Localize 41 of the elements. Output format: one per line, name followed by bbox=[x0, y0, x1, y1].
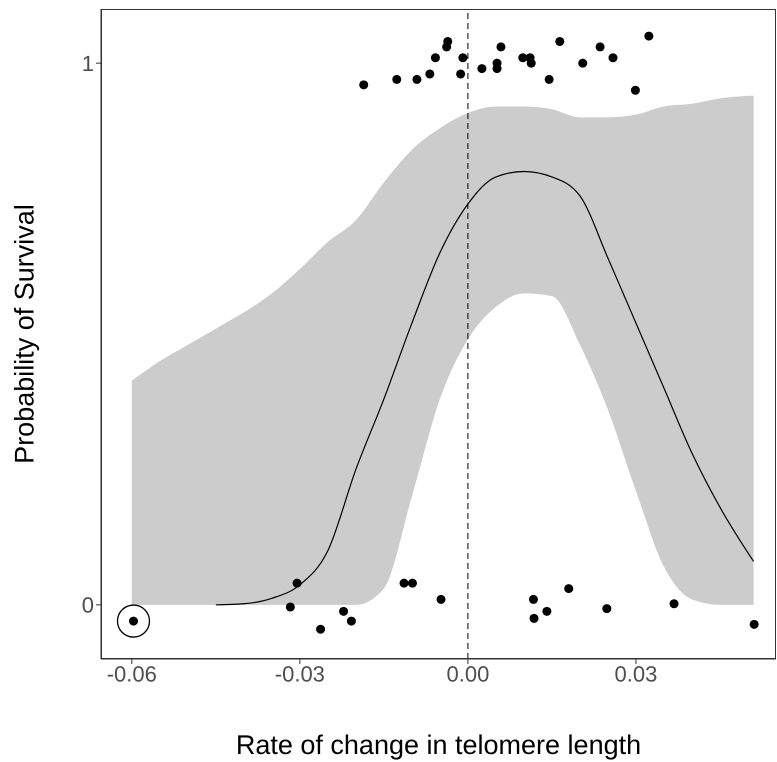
point bbox=[359, 80, 368, 90]
point bbox=[528, 594, 538, 604]
y-axis-title: Probability of Survival bbox=[10, 204, 40, 464]
point bbox=[555, 36, 564, 46]
point bbox=[408, 578, 417, 588]
x-tick-label: 0.03 bbox=[614, 662, 658, 687]
y-tick-label: 0 bbox=[82, 592, 94, 618]
point bbox=[400, 578, 409, 588]
x-axis-title: Rate of change in telomere length bbox=[236, 730, 642, 760]
point bbox=[456, 69, 466, 79]
x-tick-label: -0.03 bbox=[274, 662, 325, 687]
point bbox=[339, 606, 348, 616]
point bbox=[346, 616, 356, 626]
point bbox=[564, 584, 574, 594]
point bbox=[526, 58, 536, 68]
point bbox=[644, 32, 654, 41]
point bbox=[316, 624, 326, 634]
point bbox=[292, 578, 302, 588]
point bbox=[544, 74, 554, 84]
point bbox=[477, 64, 486, 74]
point bbox=[458, 53, 468, 62]
point bbox=[608, 53, 618, 62]
x-tick-label: -0.06 bbox=[106, 662, 157, 687]
point bbox=[670, 599, 679, 608]
point bbox=[630, 86, 640, 95]
point bbox=[430, 53, 440, 62]
point bbox=[602, 604, 612, 614]
point bbox=[529, 614, 539, 623]
point bbox=[286, 602, 295, 612]
point bbox=[750, 620, 759, 629]
point bbox=[392, 74, 402, 84]
point bbox=[542, 606, 552, 616]
point bbox=[496, 42, 506, 52]
point bbox=[436, 594, 446, 604]
point bbox=[443, 36, 452, 46]
x-tick-label: 0.00 bbox=[446, 662, 490, 687]
point bbox=[578, 58, 588, 68]
point bbox=[425, 69, 434, 79]
point bbox=[412, 74, 422, 84]
point bbox=[596, 42, 605, 52]
y-tick-label: 1 bbox=[82, 50, 94, 76]
